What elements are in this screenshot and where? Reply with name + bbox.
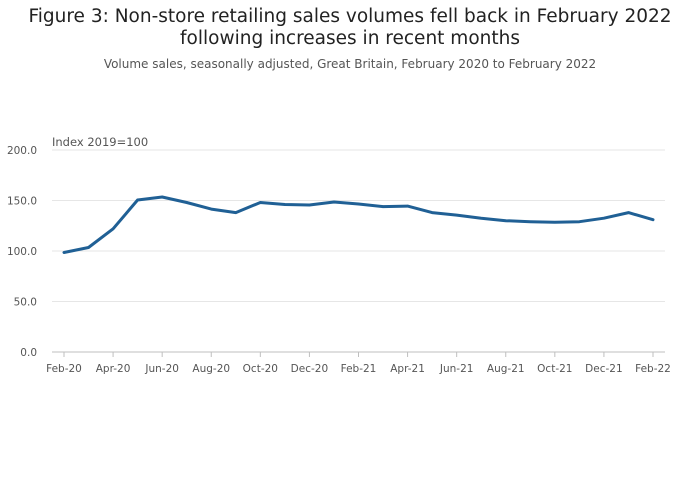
x-tick-label: Jun-20 [144,363,179,375]
x-tick-label: Jun-21 [439,363,474,375]
data-point[interactable] [529,220,532,223]
data-point[interactable] [234,211,237,214]
data-point[interactable] [136,198,139,202]
data-point[interactable] [210,207,213,211]
chart-subtitle: Volume sales, seasonally adjusted, Great… [103,57,597,71]
data-point[interactable] [87,246,90,249]
data-point[interactable] [62,251,66,254]
data-point[interactable] [111,227,115,230]
data-point[interactable] [602,216,606,220]
data-point[interactable] [160,195,164,199]
x-tick-label: Dec-20 [291,363,328,375]
data-point[interactable] [308,203,311,207]
data-point[interactable] [455,213,458,217]
chart-title-line-2: following increases in recent months [180,28,520,49]
data-point[interactable] [185,201,188,204]
x-tick-label: Apr-20 [96,363,131,375]
x-tick-label: Feb-21 [341,363,377,375]
series-group [62,195,655,254]
x-tick-label: Apr-21 [390,363,425,375]
data-point[interactable] [283,203,287,206]
data-point[interactable] [332,200,336,204]
y-tick-label: 150.0 [7,196,37,208]
y-tick-label: 50.0 [14,297,37,309]
x-tick-label: Oct-20 [243,363,278,375]
data-point[interactable] [406,204,409,208]
data-point[interactable] [357,202,360,206]
data-point[interactable] [381,205,385,208]
x-tick-label: Aug-20 [192,363,230,375]
x-tick-label: Dec-21 [585,363,622,375]
chart-title-line-1: Figure 3: Non-store retailing sales volu… [28,6,672,27]
data-point[interactable] [259,201,262,204]
y-axis-ticks: 0.0 50.0 100.0 150.0 200.0 [7,145,37,359]
y-tick-label: 100.0 [7,246,37,258]
x-axis-ticks: Feb-20 Apr-20 Jun-20 Aug-20 Oct-20 Dec-20 Feb-… [46,352,671,375]
x-tick-label: Feb-20 [46,363,82,375]
data-point[interactable] [627,211,630,214]
data-point[interactable] [430,211,434,214]
data-point[interactable] [504,219,507,222]
x-tick-label: Oct-21 [537,363,572,375]
y-tick-label: 0.0 [20,347,37,359]
data-point[interactable] [651,218,655,221]
x-tick-label: Aug-21 [487,363,525,375]
y-axis-label: Index 2019=100 [52,135,148,149]
series-line [62,195,655,254]
y-tick-label: 200.0 [7,145,37,157]
data-point[interactable] [480,216,483,220]
data-point[interactable] [578,220,581,223]
x-tick-label: Feb-22 [635,363,671,375]
gridlines [52,149,665,353]
chart-title: Figure 3: Non-store retailing sales volu… [0,6,700,50]
data-point[interactable] [553,221,557,224]
